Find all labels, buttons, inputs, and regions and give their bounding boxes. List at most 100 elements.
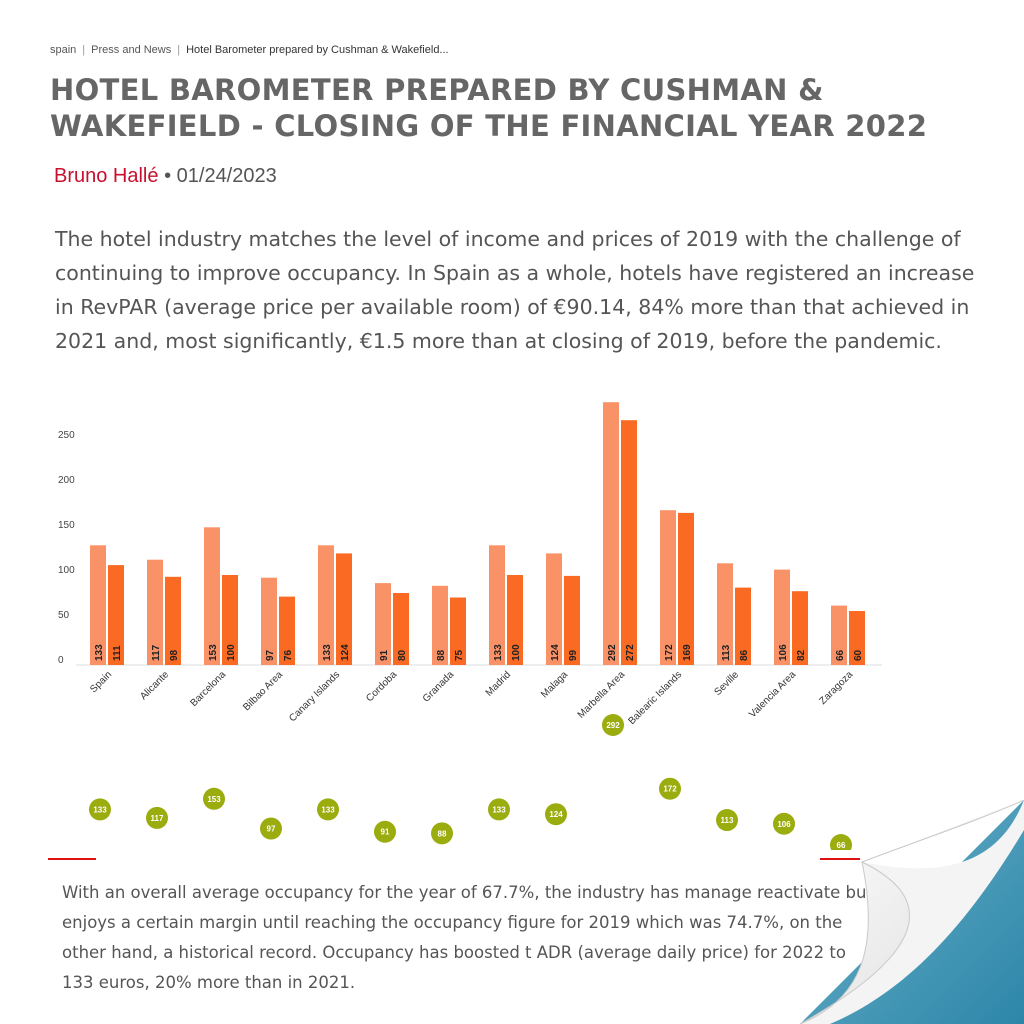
scatter-point-label: 66 <box>837 841 846 850</box>
breadcrumb-link-press-news[interactable]: Press and News <box>91 44 172 56</box>
scatter-point-label: 88 <box>438 829 447 838</box>
divider-left <box>48 858 96 860</box>
scatter-point <box>317 798 339 821</box>
bar-series-1 <box>375 583 391 665</box>
bar-series-1 <box>489 545 505 665</box>
scatter-point-label: 97 <box>267 825 276 834</box>
bar-value-label: 172 <box>664 644 675 661</box>
x-tick-label: Bilbao Area <box>241 669 285 713</box>
page-title: HOTEL BAROMETER PREPARED BY CUSHMAN & WA… <box>50 73 928 143</box>
scatter-point <box>488 798 510 821</box>
scatter-point <box>545 803 567 826</box>
bar-series-2 <box>108 565 124 665</box>
bar-value-label: 133 <box>493 644 504 661</box>
x-tick-label: Granada <box>421 669 457 705</box>
lead-paragraph: The hotel industry matches the level of … <box>55 227 975 353</box>
bar-value-label: 100 <box>511 644 522 661</box>
scatter-point <box>374 820 396 843</box>
breadcrumb-separator: | <box>177 44 181 56</box>
bar-series-2 <box>165 576 181 665</box>
bar-value-label: 272 <box>625 644 636 661</box>
bar-series-1 <box>660 510 676 665</box>
x-tick-label: Canary Islands <box>287 669 342 724</box>
scatter-point <box>659 777 681 800</box>
bar-series-2 <box>564 575 580 665</box>
bar-series-1 <box>774 569 790 665</box>
scatter-point-label: 172 <box>663 785 677 794</box>
scatter-point <box>773 812 795 835</box>
scatter-point <box>146 806 168 829</box>
bar-series-2 <box>450 597 466 665</box>
bar-series-1 <box>90 545 106 665</box>
bar-value-label: 99 <box>568 649 579 661</box>
bar-value-label: 292 <box>607 644 618 661</box>
scatter-point-label: 91 <box>381 828 390 837</box>
x-tick-label: Seville <box>713 669 742 698</box>
scatter-point-label: 133 <box>321 805 335 814</box>
bar-value-label: 80 <box>397 649 408 661</box>
bar-value-label: 88 <box>436 649 447 661</box>
scatter-point-label: 106 <box>777 820 791 829</box>
x-tick-label: Malaga <box>539 669 570 700</box>
author-link[interactable]: Bruno Hallé <box>54 165 159 187</box>
article-meta: Bruno Hallé • 01/24/2023 <box>54 165 277 188</box>
bar-series-2 <box>735 587 751 665</box>
bar-value-label: 124 <box>340 644 351 661</box>
publish-date: • 01/24/2023 <box>164 165 277 187</box>
bar-series-1 <box>831 605 847 665</box>
body-paragraph: With an overall average occupancy for th… <box>62 883 873 992</box>
scatter-point <box>431 822 453 845</box>
bar-value-label: 100 <box>226 644 237 661</box>
scatter-point-label: 113 <box>721 816 734 825</box>
bar-series-2 <box>849 611 865 665</box>
bar-value-label: 98 <box>169 649 180 661</box>
bar-value-label: 75 <box>454 649 465 661</box>
scatter-point <box>830 834 852 850</box>
scatter-point-label: 133 <box>492 805 506 814</box>
scatter-point <box>89 798 111 821</box>
x-tick-label: Balearic Islands <box>626 669 684 727</box>
breadcrumb-current: Hotel Barometer prepared by Cushman & Wa… <box>186 44 449 56</box>
x-tick-label: Valencia Area <box>747 669 798 720</box>
bar-series-1 <box>432 585 448 665</box>
scatter-point <box>602 714 624 736</box>
scatter-point-label: 153 <box>207 795 221 804</box>
bar-series-1 <box>603 402 619 665</box>
y-tick-label: 50 <box>58 610 70 621</box>
bar-value-label: 111 <box>112 645 123 661</box>
bar-series-2 <box>621 420 637 665</box>
divider-right <box>820 858 860 860</box>
bar-value-label: 76 <box>283 649 294 661</box>
bar-value-label: 97 <box>265 649 276 661</box>
breadcrumb: spain | Press and News | Hotel Barometer pre… <box>50 44 449 56</box>
scatter-point <box>203 787 225 810</box>
bar-value-label: 106 <box>778 644 789 661</box>
scatter-point-label: 292 <box>606 721 620 730</box>
bar-value-label: 169 <box>682 644 693 661</box>
chart-area: 0 50 100 150 200 250 133 111 Spain 117 98 Alicante 1… <box>58 402 882 850</box>
x-tick-label: Madrid <box>484 669 513 698</box>
bar-series-2 <box>678 512 694 665</box>
x-tick-label: Alicante <box>138 669 171 702</box>
bar-value-label: 86 <box>739 649 750 661</box>
scatter-point-label: 124 <box>549 810 563 819</box>
bar-series-2 <box>792 591 808 665</box>
x-tick-label: Cordoba <box>364 669 399 704</box>
bar-series-2 <box>336 553 352 665</box>
breadcrumb-separator: | <box>82 44 86 56</box>
x-tick-label: Marbella Area <box>576 669 628 721</box>
bar-value-label: 91 <box>379 649 390 661</box>
breadcrumb-link-spain[interactable]: spain <box>50 44 77 56</box>
bar-series-1 <box>261 577 277 665</box>
scatter-point <box>716 809 738 832</box>
bar-series-1 <box>546 553 562 665</box>
y-tick-label: 150 <box>58 520 75 531</box>
bar-value-label: 60 <box>853 649 864 661</box>
bar-series-2 <box>222 575 238 665</box>
y-tick-label: 0 <box>58 655 64 666</box>
page-curl-icon[interactable] <box>800 800 1024 1024</box>
bar-value-label: 66 <box>835 649 846 661</box>
x-tick-label: Barcelona <box>189 669 229 709</box>
bar-value-label: 133 <box>322 644 333 661</box>
x-tick-label: Spain <box>88 669 114 695</box>
